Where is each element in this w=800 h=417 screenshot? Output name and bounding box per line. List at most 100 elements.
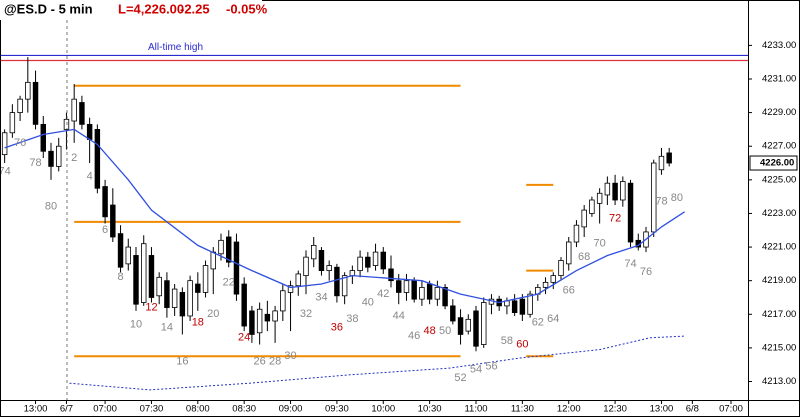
bar-count: 56 [485,360,497,372]
quote-text: L=4,226.00 [118,1,184,16]
quote-text: -0.05% [226,1,268,16]
y-tick-label: 4227.00 [762,141,796,152]
candle-body [156,276,162,297]
candle-body [187,280,193,317]
y-tick-label: 4223.00 [762,208,796,219]
bar-count: 68 [578,251,590,263]
candle-body [550,275,556,283]
candle-body [457,317,464,335]
candle-body [442,286,448,307]
bar-count: 30 [284,350,296,362]
candle-body [125,246,131,265]
candle-body [56,145,62,167]
bar-count: 66 [563,285,575,297]
candle-body [651,162,657,233]
candle-body [426,283,433,300]
bar-count: 46 [408,330,420,342]
candle-body [256,308,263,334]
y-tick-label: 4215.00 [762,342,796,353]
candle-body [79,102,85,125]
candle-body [357,256,363,271]
bar-count: 26 [254,355,266,367]
bar-count: 80 [45,201,57,213]
candle-body [102,186,108,218]
candle-body [326,265,332,271]
y-tick-label: 4229.00 [762,107,796,118]
chart-title: @ES.D - 5 min [4,1,93,16]
candle-body [303,256,309,277]
candle-body [272,310,278,322]
candle-body [295,273,301,287]
candle-body [481,302,487,345]
bar-count: 52 [454,372,466,384]
candle-body [110,204,116,238]
x-tick-label: 09:30 [325,404,349,415]
candle-body [388,268,394,282]
x-tick-label: 10:00 [371,404,395,415]
candle-body [210,251,216,270]
candle-body [465,318,471,332]
candle-body [71,98,77,122]
x-tick-label: 13:00 [24,404,48,415]
ema-line [4,128,685,304]
bar-count: 10 [130,318,142,330]
bar-count: 20 [207,308,219,320]
bar-count: 64 [547,313,559,325]
bar-count: 36 [331,322,343,334]
candle-body [620,181,626,201]
candle-body [32,81,39,125]
bar-count: 76 [640,266,652,278]
x-tick-label: 08:00 [186,404,210,415]
candle-body [450,305,456,322]
candle-body [341,275,348,297]
bar-count: 16 [176,355,188,367]
candle-body [48,150,54,167]
candle-body [25,81,31,100]
bar-count: 28 [269,355,281,367]
candle-body [218,239,224,255]
y-tick-label: 4221.00 [762,242,796,253]
candle-body [349,270,356,277]
dotted-indicator [69,335,685,391]
x-tick-label: 12:30 [603,404,627,415]
bar-count: 60 [516,338,528,350]
bar-count: 48 [424,325,436,337]
candle-body [171,288,178,308]
bar-count: 34 [315,291,327,303]
candle-body [133,255,139,305]
bar-count: 78 [655,196,667,208]
level-label: All-time high [148,42,203,53]
x-tick-label: 6/8 [686,404,699,415]
candle-body [511,300,518,314]
candle-body [233,241,240,295]
bar-count: 44 [393,310,405,322]
x-tick-label: 09:00 [279,404,303,415]
bar-count: 72 [609,212,621,224]
bar-count: 14 [161,322,173,334]
bar-count: 80 [671,192,683,204]
candle-body [396,280,402,293]
candle-body [380,251,386,270]
y-tick-label: 4225.00 [762,174,796,185]
y-tick-label: 4217.00 [762,309,796,320]
candle-body [542,281,549,288]
axes: 4213.00 4215.00 4217.00 4219.00 4221.00 4223.… [24,40,798,415]
quote-text: -2.25 [180,1,210,16]
bar-count: 24 [238,332,250,344]
candle-body [589,199,595,214]
candle-body [280,290,286,312]
x-tick-label: 10:30 [418,404,442,415]
candle-body [658,155,665,171]
candle-body [40,123,46,152]
bar-count: 58 [501,335,513,347]
y-tick-label: 4213.00 [762,376,796,387]
bar-count: 6 [102,224,108,236]
candle-body [117,233,124,268]
candle-body [434,286,441,300]
candle-body [17,98,23,114]
candle-body [141,243,147,303]
candle-body [63,118,70,130]
x-tick-label: 07:00 [93,404,117,415]
